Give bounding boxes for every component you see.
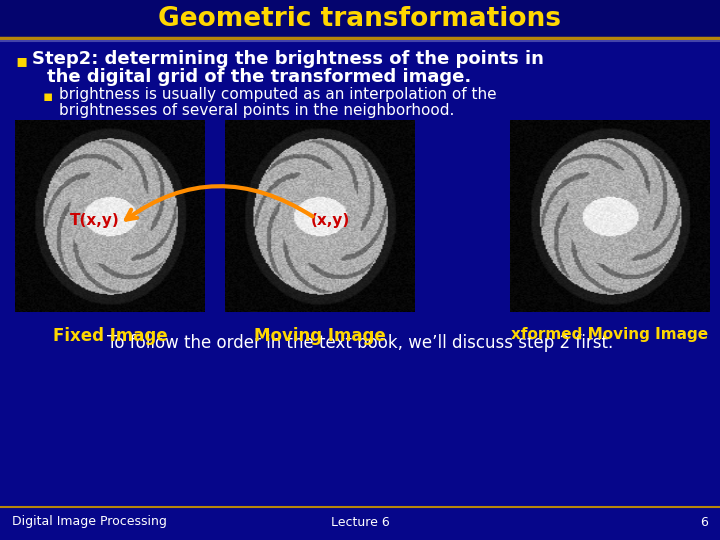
Text: Step2: determining the brightness of the points in: Step2: determining the brightness of the… xyxy=(32,50,544,68)
Bar xyxy=(225,120,415,312)
Text: ▪: ▪ xyxy=(15,52,27,70)
Text: (x,y): (x,y) xyxy=(310,213,350,228)
Text: brightnesses of several points in the neighborhood.: brightnesses of several points in the ne… xyxy=(59,103,454,118)
Text: the digital grid of the transformed image.: the digital grid of the transformed imag… xyxy=(47,68,472,86)
Text: ▪: ▪ xyxy=(43,89,53,104)
Bar xyxy=(0,0,720,38)
Text: xformed Moving Image: xformed Moving Image xyxy=(511,327,708,342)
Text: 6: 6 xyxy=(700,516,708,529)
Text: Fixed Image: Fixed Image xyxy=(53,327,167,345)
Text: To follow the order in the text book, we’ll discuss step 2 first.: To follow the order in the text book, we… xyxy=(107,334,613,352)
Text: T(x,y): T(x,y) xyxy=(70,213,120,228)
Text: Digital Image Processing: Digital Image Processing xyxy=(12,516,167,529)
Text: Moving Image: Moving Image xyxy=(254,327,386,345)
Bar xyxy=(510,120,710,312)
Text: Lecture 6: Lecture 6 xyxy=(330,516,390,529)
Bar xyxy=(15,120,205,312)
Text: brightness is usually computed as an interpolation of the: brightness is usually computed as an int… xyxy=(59,87,497,102)
Text: Geometric transformations: Geometric transformations xyxy=(158,6,562,32)
